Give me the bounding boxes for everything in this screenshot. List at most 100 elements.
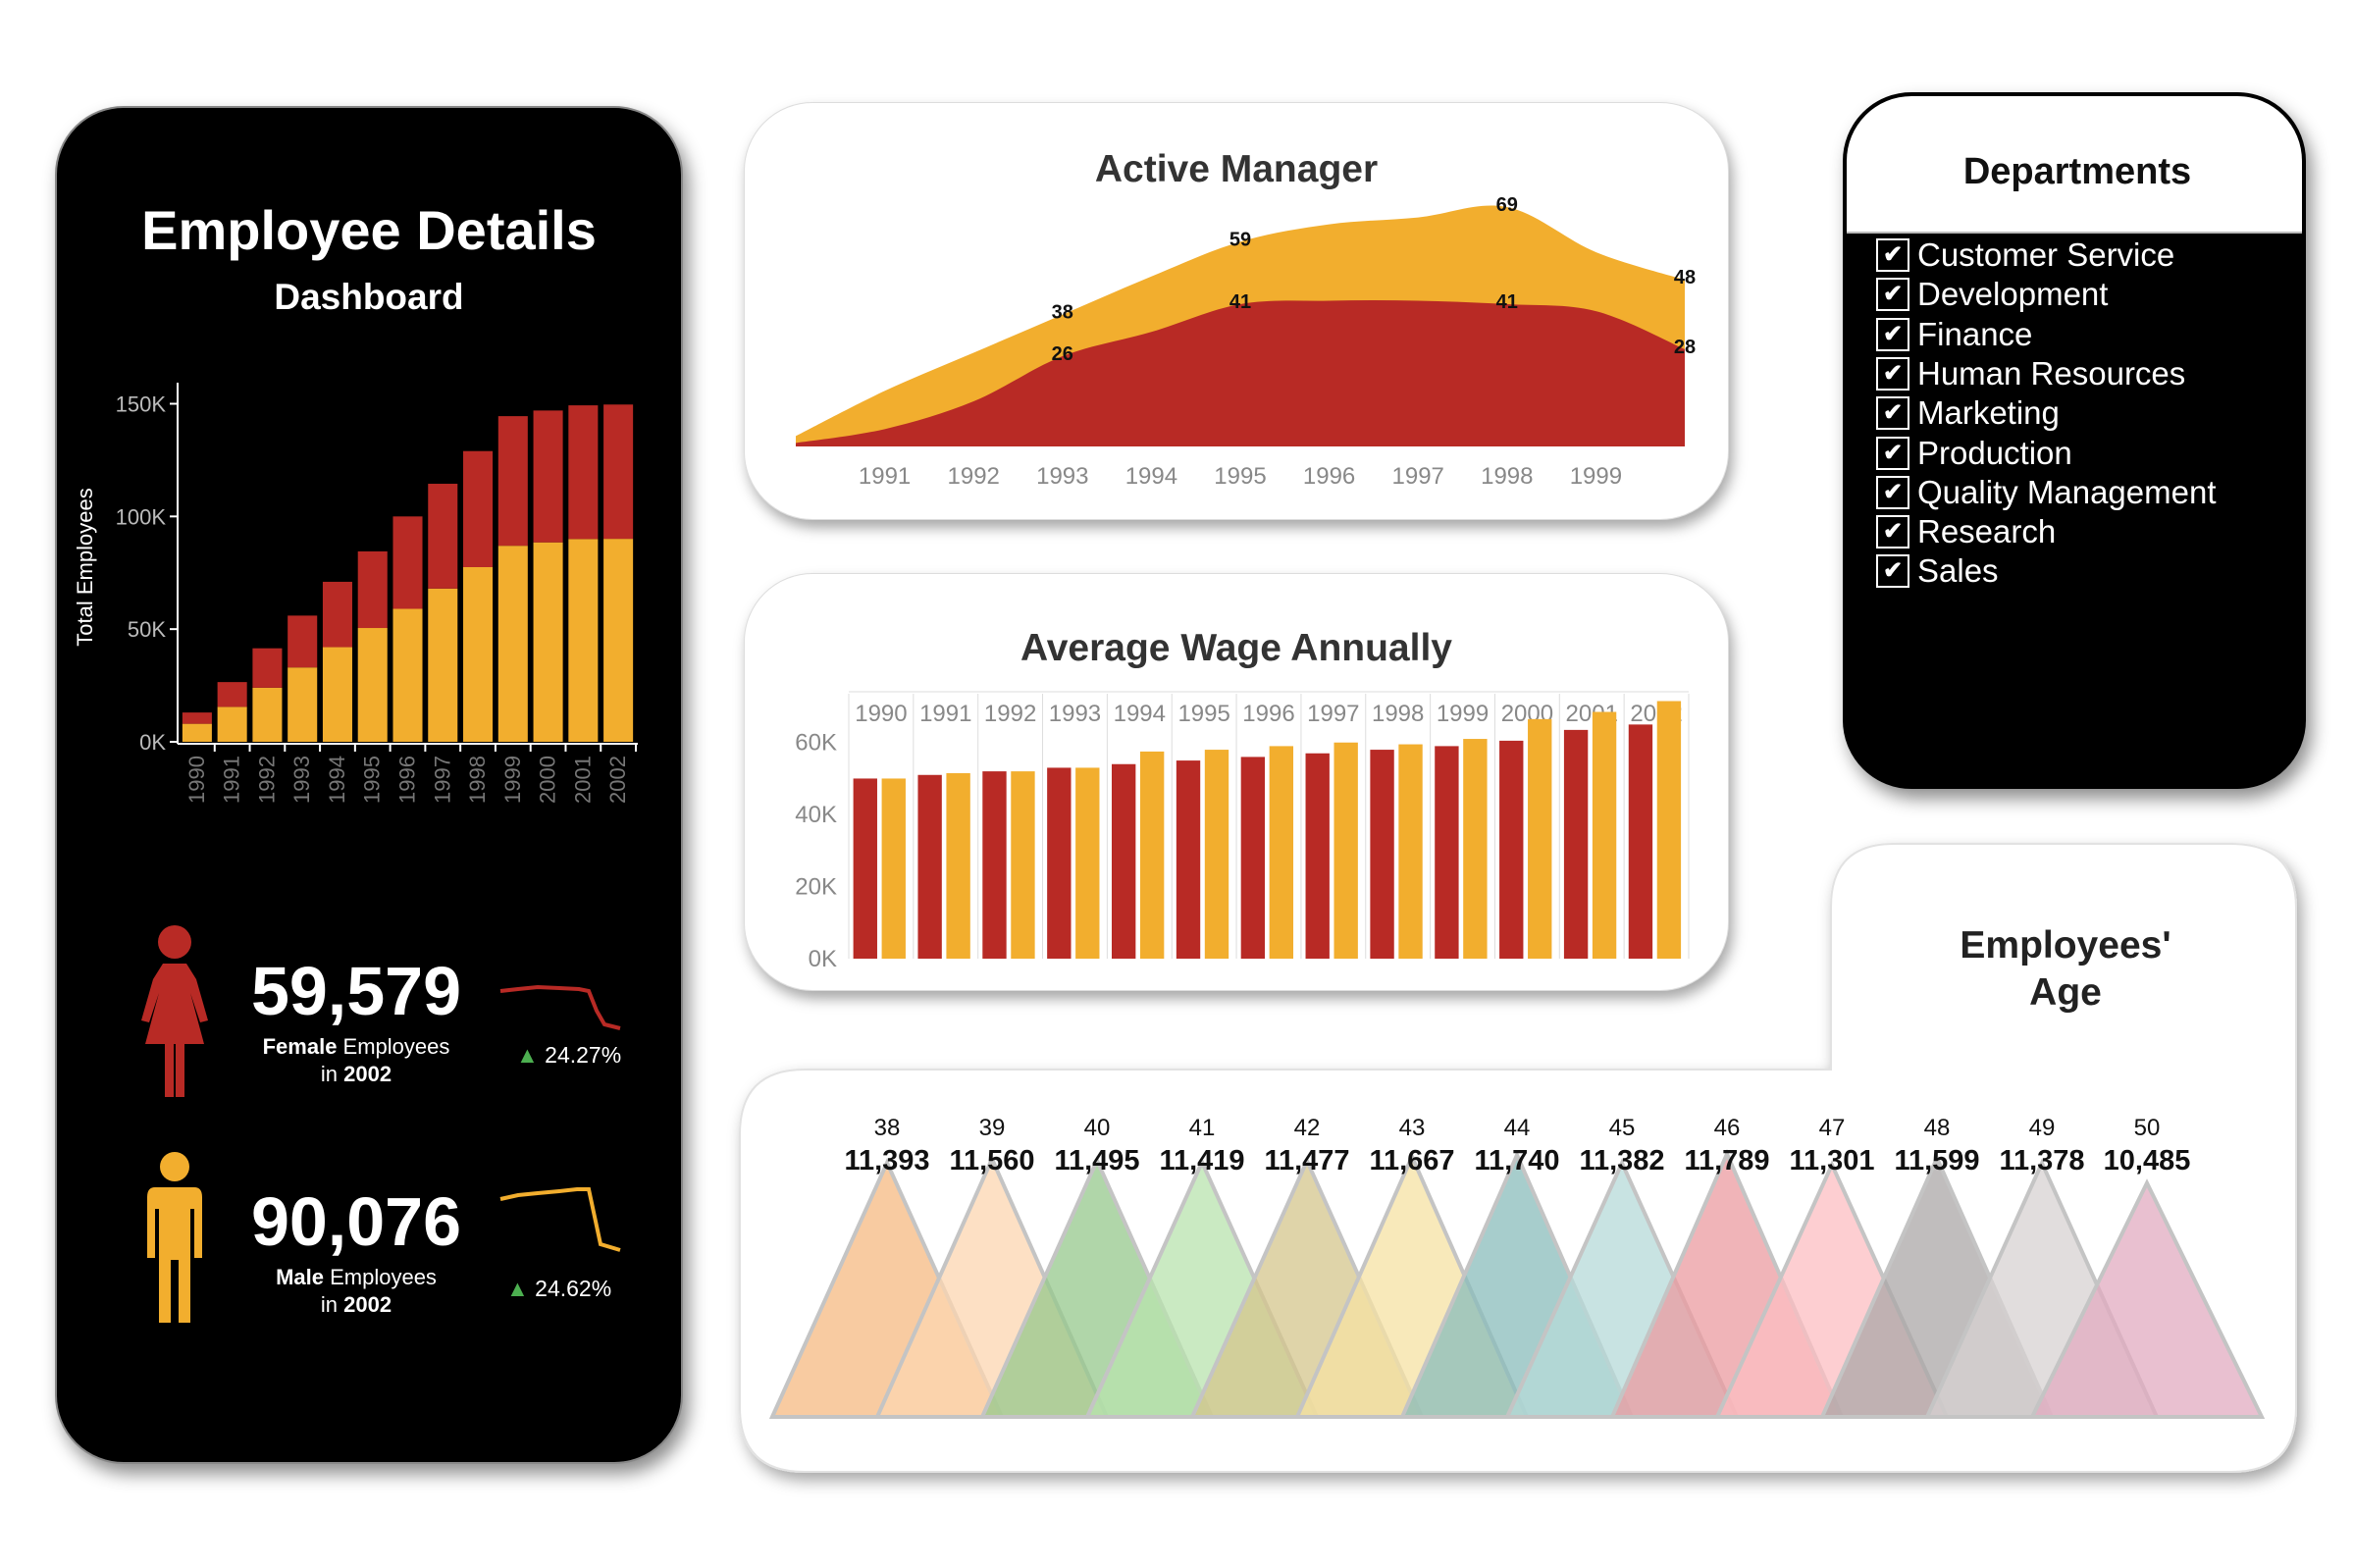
age-category-label: 47 bbox=[1819, 1115, 1846, 1141]
column-year-label: 1996 bbox=[1242, 701, 1294, 727]
female-bar-segment bbox=[463, 450, 494, 567]
checkmark-icon[interactable]: ✔ bbox=[1876, 554, 1909, 589]
x-tick-label: 1995 bbox=[1214, 463, 1266, 490]
female-bar-segment bbox=[392, 516, 423, 609]
female-wage-bar bbox=[1305, 753, 1330, 959]
x-tick-label: 1995 bbox=[360, 756, 385, 804]
male-bar-segment bbox=[428, 588, 458, 742]
department-filter-item[interactable]: ✔ Quality Management bbox=[1876, 473, 2217, 512]
x-tick-label: 1997 bbox=[430, 756, 454, 804]
y-tick-label: 150K bbox=[116, 392, 167, 416]
department-filter-item[interactable]: ✔ Development bbox=[1876, 275, 2108, 314]
x-tick-label: 1997 bbox=[1392, 463, 1444, 490]
manager-data-label: 48 bbox=[1674, 267, 1696, 288]
employees-age-title-line1: Employees' bbox=[1960, 924, 2171, 967]
male-trend-sparkline bbox=[499, 1187, 621, 1252]
female-wage-bar bbox=[1370, 750, 1394, 959]
female-wage-bar bbox=[1111, 763, 1136, 959]
x-tick-label: 1996 bbox=[395, 756, 420, 804]
column-year-label: 1997 bbox=[1307, 701, 1359, 727]
y-tick-label: 100K bbox=[116, 504, 167, 529]
male-person-icon bbox=[147, 1152, 202, 1323]
male-bar-segment bbox=[182, 723, 212, 742]
checkmark-icon[interactable]: ✔ bbox=[1876, 515, 1909, 549]
average-wage-card: Average Wage Annually 0K 20K 40K 60K 1990 199… bbox=[744, 573, 1729, 991]
department-filter-item[interactable]: ✔ Research bbox=[1876, 512, 2056, 551]
age-value-label: 11,419 bbox=[1159, 1145, 1244, 1176]
checkmark-icon[interactable]: ✔ bbox=[1876, 317, 1909, 351]
y-axis-label: Total Employees bbox=[73, 488, 97, 646]
checkmark-icon[interactable]: ✔ bbox=[1876, 436, 1909, 470]
x-tick-label: 2000 bbox=[536, 756, 560, 804]
column-year-label: 1994 bbox=[1114, 701, 1166, 727]
column-year-label: 1999 bbox=[1437, 701, 1489, 727]
checkmark-icon[interactable]: ✔ bbox=[1876, 356, 1909, 391]
department-filter-item[interactable]: ✔ Production bbox=[1876, 434, 2072, 473]
female-wage-bar bbox=[1047, 767, 1072, 959]
female-wage-bar bbox=[1628, 724, 1653, 959]
department-filter-item[interactable]: ✔ Marketing bbox=[1876, 393, 2060, 433]
y-tick-label: 40K bbox=[795, 802, 837, 828]
manager-data-label: 41 bbox=[1496, 291, 1518, 313]
age-value-label: 11,789 bbox=[1684, 1145, 1769, 1176]
male-label-rest: Employees bbox=[323, 1265, 437, 1289]
x-tick-label: 1999 bbox=[500, 756, 525, 804]
departments-header: Departments bbox=[1847, 96, 2302, 234]
y-tick-label: 50K bbox=[128, 617, 166, 642]
column-year-label: 1993 bbox=[1049, 701, 1101, 727]
female-label: Female Employees in 2002 bbox=[243, 1033, 469, 1088]
column-year-label: 1990 bbox=[855, 701, 907, 727]
age-value-label: 10,485 bbox=[2104, 1145, 2191, 1176]
departments-card: Departments ✔ Customer Service ✔ Developmen… bbox=[1843, 92, 2306, 789]
female-manager-area bbox=[796, 300, 1685, 446]
x-tick-label: 1992 bbox=[254, 756, 279, 804]
age-value-label: 11,477 bbox=[1264, 1145, 1349, 1176]
department-label: Finance bbox=[1917, 315, 2033, 352]
checkmark-icon[interactable]: ✔ bbox=[1876, 475, 1909, 509]
employee-details-panel: Employee Details Dashboard 0K 50K 100K 150K… bbox=[55, 106, 683, 1464]
age-category-label: 46 bbox=[1714, 1115, 1741, 1141]
male-wage-bar bbox=[1139, 751, 1165, 959]
male-bar-segment bbox=[603, 539, 634, 742]
female-change: ▲ 24.27% bbox=[516, 1042, 621, 1069]
x-tick-label: 1990 bbox=[184, 756, 209, 804]
age-category-label: 49 bbox=[2029, 1115, 2056, 1141]
male-wage-bar bbox=[1075, 767, 1100, 959]
male-change-value: 24.62% bbox=[535, 1276, 612, 1301]
active-manager-title: Active Manager bbox=[1094, 148, 1379, 190]
department-filter-item[interactable]: ✔ Customer Service bbox=[1876, 235, 2174, 275]
department-label: Quality Management bbox=[1917, 473, 2217, 510]
x-tick-label: 2002 bbox=[605, 756, 630, 804]
y-tick-label: 0K bbox=[139, 730, 166, 755]
checkmark-icon[interactable]: ✔ bbox=[1876, 278, 1909, 312]
department-filter-item[interactable]: ✔ Human Resources bbox=[1876, 354, 2185, 393]
active-manager-chart: 38 59 69 48 26 41 41 28 1991 1992 1993 1994 1995 1996… bbox=[796, 194, 1696, 490]
male-wage-bar bbox=[1269, 746, 1294, 959]
age-value-label: 11,740 bbox=[1474, 1145, 1559, 1176]
department-label: Sales bbox=[1917, 552, 1999, 590]
age-category-label: 48 bbox=[1924, 1115, 1951, 1141]
age-category-label: 38 bbox=[874, 1115, 901, 1141]
age-value-label: 11,378 bbox=[1999, 1145, 2084, 1176]
checkmark-icon[interactable]: ✔ bbox=[1876, 238, 1909, 272]
department-label: Production bbox=[1917, 434, 2072, 471]
triangle-up-icon: ▲ bbox=[516, 1042, 539, 1068]
average-wage-chart: 0K 20K 40K 60K 1990 1991 1992 1993 1994 1995 1996 1… bbox=[795, 691, 1690, 972]
y-tick-label: 60K bbox=[795, 730, 837, 757]
department-filter-item[interactable]: ✔ Finance bbox=[1876, 315, 2032, 354]
female-wage-bar bbox=[853, 778, 877, 959]
dashboard-title: Employee Details bbox=[141, 199, 597, 261]
male-bar-segment bbox=[568, 539, 599, 742]
checkmark-icon[interactable]: ✔ bbox=[1876, 396, 1909, 431]
y-tick-label: 20K bbox=[795, 874, 837, 901]
x-tick-label: 1994 bbox=[1125, 463, 1177, 490]
manager-data-label: 59 bbox=[1229, 229, 1251, 250]
male-wage-bar bbox=[881, 778, 906, 959]
x-tick-label: 1996 bbox=[1303, 463, 1355, 490]
female-wage-bar bbox=[1499, 740, 1524, 959]
female-trend-sparkline bbox=[499, 984, 621, 1030]
male-wage-bar bbox=[1398, 744, 1423, 959]
department-filter-item[interactable]: ✔ Sales bbox=[1876, 551, 1999, 591]
x-tick-label: 1992 bbox=[948, 463, 1000, 490]
